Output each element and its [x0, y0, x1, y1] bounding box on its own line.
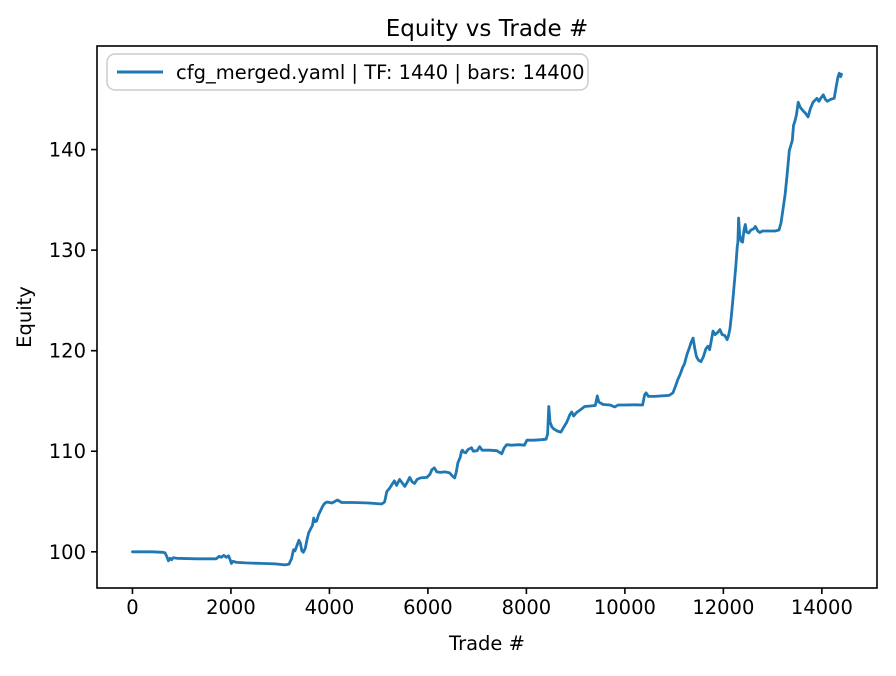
y-tick-label: 110 [49, 440, 86, 463]
y-tick-label: 130 [49, 239, 86, 262]
x-tick-label: 14000 [791, 596, 853, 619]
y-axis-label: Equity [13, 286, 36, 348]
x-tick-label: 6000 [403, 596, 453, 619]
x-tick-label: 12000 [692, 596, 754, 619]
y-tick-label: 100 [49, 541, 86, 564]
x-tick-label: 0 [126, 596, 138, 619]
legend-box [106, 53, 589, 91]
plot-border [96, 45, 878, 589]
legend-label: cfg_merged.yaml | TF: 1440 | bars: 14400 [176, 61, 584, 84]
chart-title: Equity vs Trade # [386, 16, 589, 42]
legend: cfg_merged.yaml | TF: 1440 | bars: 14400 [106, 53, 589, 91]
series-layer [131, 71, 843, 567]
axis-ticks: 0 2000 4000 6000 8000 10000 12000 14000 100 110 12… [49, 139, 853, 619]
x-tick-label: 4000 [305, 596, 355, 619]
y-tick-label: 140 [49, 139, 86, 162]
equity-line [131, 71, 843, 567]
x-tick-label: 8000 [502, 596, 552, 619]
x-tick-label: 10000 [594, 596, 656, 619]
x-tick-label: 2000 [206, 596, 256, 619]
y-tick-label: 120 [49, 340, 86, 363]
x-axis-label: Trade # [448, 632, 525, 655]
